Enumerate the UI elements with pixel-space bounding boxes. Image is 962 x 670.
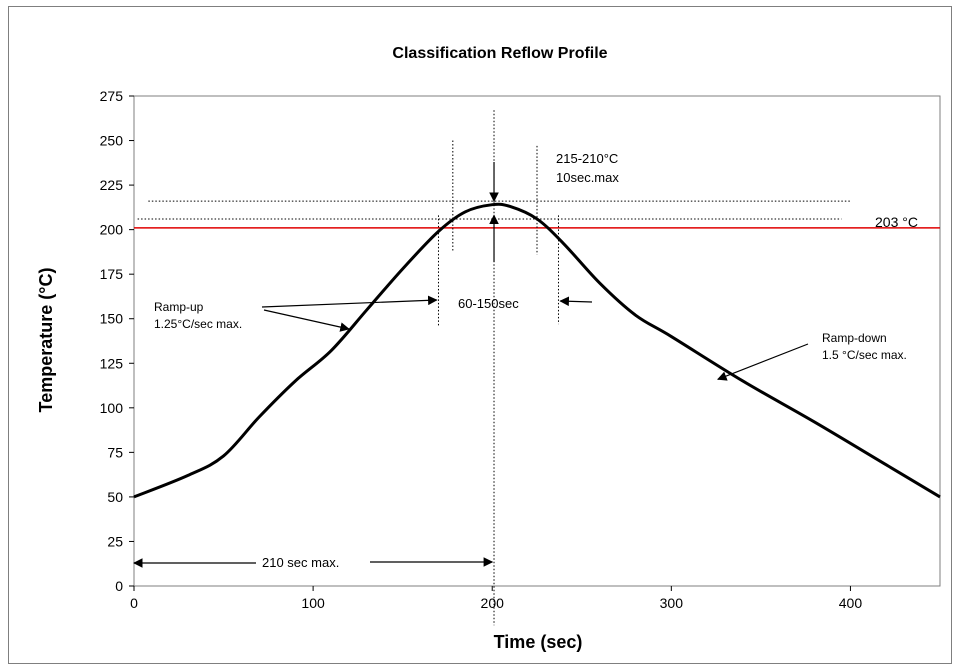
window-right-arrow [559,296,593,307]
y-tick-label: 75 [107,444,123,460]
x-tick-label: 100 [301,595,325,611]
y-tick-label: 200 [100,222,124,238]
annotation-ramp-up-1: Ramp-up [154,300,204,314]
ramp-down-arrow [717,343,809,381]
reflow-profile-curve [133,202,941,499]
ramp-up-arrow [263,309,350,332]
x-tick-label: 400 [839,595,863,611]
annotation-window: 60-150sec [458,296,519,311]
annotation-threshold: 203 °C [875,214,918,230]
y-tick-label: 100 [100,400,124,416]
y-tick-label: 175 [100,266,124,282]
annotation-peak-time: 10sec.max [556,170,619,185]
y-tick-label: 0 [115,578,123,594]
annotation-ramp-down-2: 1.5 °C/sec max. [822,348,907,362]
x-tick-label: 200 [481,595,505,611]
annotation-ramp-up-2: 1.25°C/sec max. [154,317,242,331]
y-tick-label: 50 [107,489,123,505]
y-tick-label: 25 [107,533,123,549]
x-tick-label: 300 [660,595,684,611]
y-axis-label: Temperature (°C) [36,268,56,413]
annotation-ramp-down-1: Ramp-down [822,331,887,345]
annotation-total-time: 210 sec max. [262,555,339,570]
window-left-arrow [261,295,438,308]
chart-frame [8,6,952,664]
annotation-peak-range: 215-210°C [556,151,618,166]
plot-area-border [133,95,941,587]
x-tick-label: 0 [130,595,138,611]
y-tick-label: 150 [100,311,124,327]
x-axis-label: Time (sec) [494,632,583,652]
y-tick-label: 250 [100,133,124,149]
y-tick-label: 225 [100,177,124,193]
chart-title: Classification Reflow Profile [392,45,607,62]
y-tick-label: 275 [100,88,124,104]
y-tick-label: 125 [100,355,124,371]
